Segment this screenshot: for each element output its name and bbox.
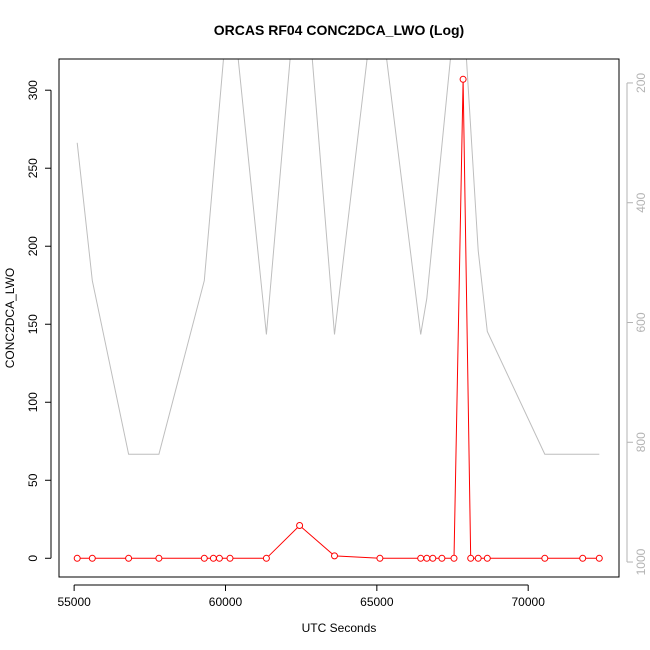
x-axis-label: UTC Seconds — [302, 621, 377, 635]
data-point — [483, 554, 491, 562]
data-point — [209, 554, 217, 562]
data-point — [467, 554, 475, 562]
data-point — [429, 554, 437, 562]
x-tick-label: 70000 — [512, 595, 546, 609]
data-point — [262, 554, 270, 562]
x-tick-label: 65000 — [360, 595, 394, 609]
data-point — [459, 75, 467, 83]
data-point — [474, 554, 482, 562]
y-tick-label: 0 — [26, 555, 40, 562]
data-point — [125, 554, 133, 562]
data-point — [215, 554, 223, 562]
plot-area — [73, 59, 603, 562]
data-point — [541, 554, 549, 562]
y-tick-label: 250 — [26, 158, 40, 178]
y2-axis: 200 400 600 800 1000 — [626, 73, 648, 575]
y-tick-label: 50 — [26, 473, 40, 487]
data-point — [155, 554, 163, 562]
data-point — [595, 554, 603, 562]
data-point — [73, 554, 81, 562]
data-point — [88, 554, 96, 562]
data-point — [579, 554, 587, 562]
y2-tick-label: 200 — [634, 73, 648, 93]
y-axis-label: CONC2DCA_LWO — [3, 268, 17, 368]
y2-tick-label: 400 — [634, 192, 648, 212]
data-point — [423, 554, 431, 562]
data-point — [417, 554, 425, 562]
primary-series-line — [77, 79, 600, 559]
data-point — [376, 554, 384, 562]
x-tick-label: 60000 — [209, 595, 243, 609]
y-tick-label: 150 — [26, 314, 40, 334]
y-tick-label: 300 — [26, 80, 40, 100]
y2-tick-label: 1000 — [634, 548, 648, 575]
y2-tick-label: 600 — [634, 312, 648, 332]
plot-frame — [58, 58, 620, 578]
secondary-series-line — [76, 59, 600, 455]
data-point — [226, 554, 234, 562]
y-tick-label: 100 — [26, 392, 40, 412]
data-point — [200, 554, 208, 562]
y-tick-label: 200 — [26, 236, 40, 256]
data-point — [331, 552, 338, 560]
data-point — [450, 554, 458, 562]
y2-tick-label: 800 — [634, 432, 648, 452]
y-axis: 0 50 100 150 200 250 300 — [26, 80, 52, 562]
data-point — [438, 554, 446, 562]
x-axis: 55000 60000 65000 70000 — [57, 584, 546, 609]
x-tick-label: 55000 — [57, 595, 91, 609]
data-point — [296, 522, 304, 529]
chart-title: ORCAS RF04 CONC2DCA_LWO (Log) — [214, 22, 464, 38]
